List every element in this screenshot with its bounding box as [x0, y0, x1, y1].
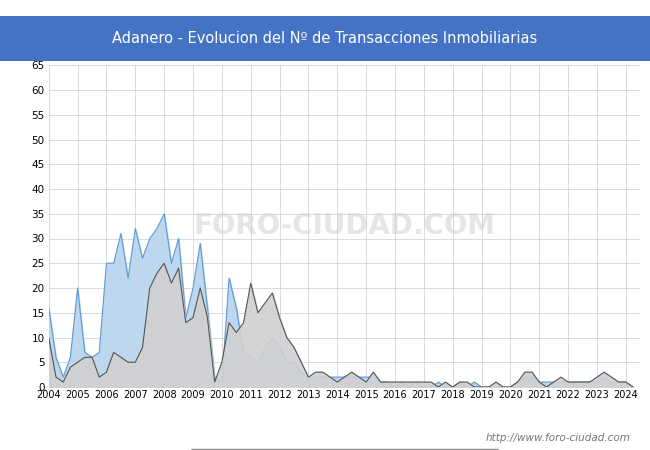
Text: FORO-CIUDAD.COM: FORO-CIUDAD.COM: [194, 212, 495, 240]
Text: Adanero - Evolucion del Nº de Transacciones Inmobiliarias: Adanero - Evolucion del Nº de Transaccio…: [112, 31, 538, 46]
Legend: Viviendas Nuevas, Viviendas Usadas: Viviendas Nuevas, Viviendas Usadas: [190, 449, 499, 450]
Text: http://www.foro-ciudad.com: http://www.foro-ciudad.com: [486, 433, 630, 443]
